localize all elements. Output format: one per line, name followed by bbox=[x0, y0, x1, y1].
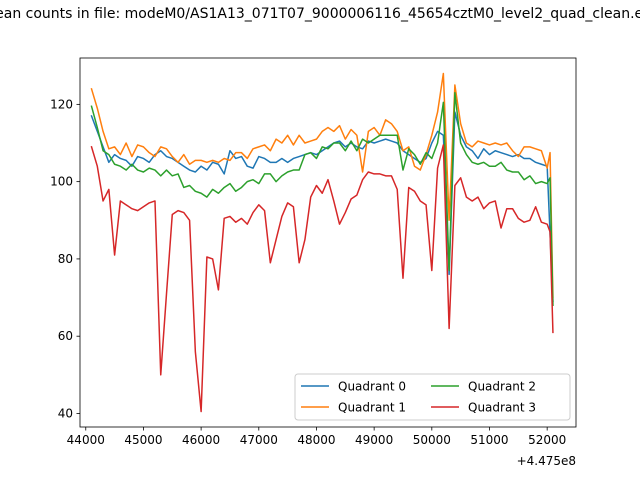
series-line-quadrant-2 bbox=[90, 92, 554, 307]
series-line-quadrant-3 bbox=[90, 144, 554, 413]
x-axis: 44000 45000 46000 47000 48000 49000 50000 51000… bbox=[67, 427, 566, 447]
y-tick-label: 80 bbox=[58, 252, 73, 266]
series-line-quadrant-1 bbox=[90, 72, 554, 299]
x-tick-label: 44000 bbox=[67, 433, 105, 447]
legend: Quadrant 0 Quadrant 1 Quadrant 2 Quadrant 3 bbox=[294, 373, 571, 421]
legend-label-quadrant-3: Quadrant 3 bbox=[468, 401, 536, 415]
x-tick-label: 46000 bbox=[182, 433, 220, 447]
legend-label-quadrant-2: Quadrant 2 bbox=[468, 380, 536, 394]
x-tick-label: 47000 bbox=[240, 433, 278, 447]
legend-label-quadrant-0: Quadrant 0 bbox=[338, 380, 406, 394]
x-tick-label: 49000 bbox=[355, 433, 393, 447]
axes-frame bbox=[79, 57, 577, 428]
y-tick-label: 120 bbox=[50, 97, 73, 111]
x-tick-label: 51000 bbox=[470, 433, 508, 447]
x-tick-label: 45000 bbox=[124, 433, 162, 447]
series-line-quadrant-0 bbox=[90, 111, 554, 303]
legend-label-quadrant-1: Quadrant 1 bbox=[338, 401, 406, 415]
y-tick-label: 40 bbox=[58, 406, 73, 420]
chart-title: Mean counts in file: modeM0/AS1A13_071T0… bbox=[0, 6, 640, 22]
plot-area bbox=[90, 72, 554, 413]
x-tick-label: 48000 bbox=[297, 433, 335, 447]
y-axis: 40 60 80 100 120 bbox=[50, 97, 80, 420]
x-tick-label: 50000 bbox=[413, 433, 451, 447]
x-tick-label: 52000 bbox=[528, 433, 566, 447]
legend-box bbox=[294, 373, 571, 421]
y-tick-label: 60 bbox=[58, 329, 73, 343]
x-axis-offset-label: +4.475e8 bbox=[517, 454, 576, 468]
y-tick-label: 100 bbox=[50, 175, 73, 189]
